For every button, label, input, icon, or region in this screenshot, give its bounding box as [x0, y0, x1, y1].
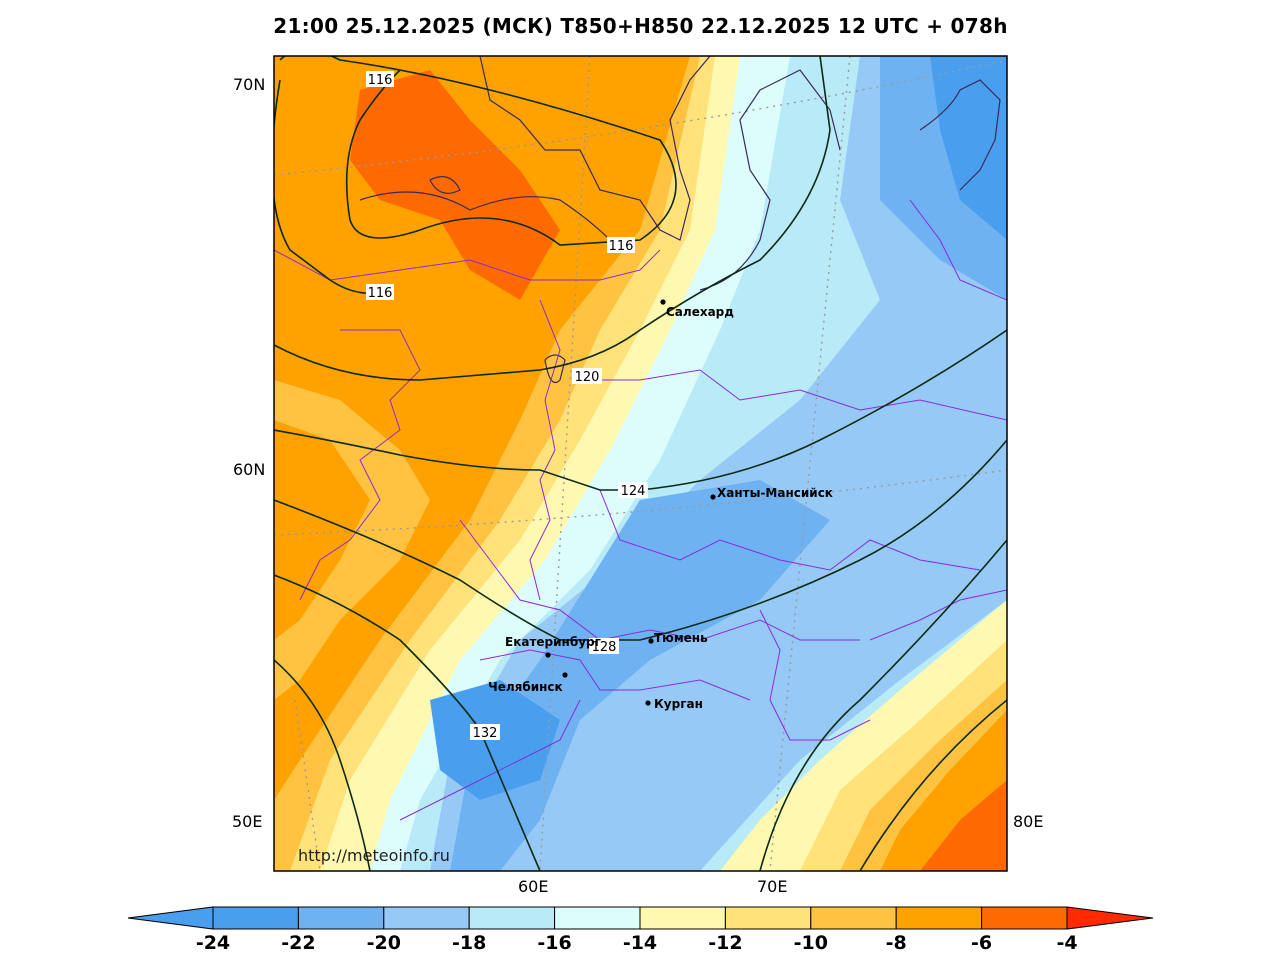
contour-label: 116 — [368, 73, 393, 88]
city-markers: Салехард Ханты-Мансийск Екатеринбург Тюм… — [488, 299, 833, 711]
colorbar-segment — [810, 906, 897, 930]
city-label: Екатеринбург — [505, 635, 601, 649]
colorbar: -24 -22 -20 -18 -16 -14 -12 -10 -8 -6 -4 — [127, 906, 1154, 954]
contour-label: 116 — [609, 239, 634, 254]
map-frame — [273, 55, 1008, 872]
lon-label-60e: 60E — [518, 877, 548, 896]
city-label: Тюмень — [654, 631, 708, 645]
colorbar-tick-label: -22 — [281, 932, 315, 954]
colorbar-tick-label: -6 — [971, 932, 992, 954]
colorbar-tick-label: -16 — [537, 932, 571, 954]
colorbar-low-arrow — [127, 906, 214, 930]
contour-label: 116 — [368, 286, 393, 301]
city-label: Челябинск — [488, 680, 563, 694]
lat-label-70n: 70N — [233, 75, 265, 94]
colorbar-tick-label: -20 — [367, 932, 401, 954]
colorbar-segment — [895, 906, 983, 930]
city-dot — [562, 672, 568, 678]
city-label: Салехард — [666, 305, 734, 319]
city-dot — [648, 638, 654, 644]
city-dot — [710, 494, 716, 500]
lat-label-60n: 60N — [233, 460, 265, 479]
city-label: Ханты-Мансийск — [717, 486, 833, 500]
city-label: Курган — [654, 697, 703, 711]
city-dot — [645, 700, 651, 706]
contour-label: 124 — [621, 484, 646, 499]
lon-label-80e: 80E — [1013, 812, 1043, 831]
contour-label: 128 — [592, 640, 617, 655]
colorbar-tick-label: -12 — [708, 932, 742, 954]
colorbar-tick-label: -14 — [623, 932, 657, 954]
axis-labels: 70N 60N 50E 60E 70E 80E — [232, 75, 1043, 896]
colorbar-segment — [981, 906, 1068, 930]
contour-label: 120 — [575, 370, 600, 385]
city-dot — [660, 299, 666, 305]
colorbar-tick-label: -10 — [794, 932, 828, 954]
contour-labels: 116 116 116 120 124 128 132 — [366, 71, 648, 741]
lon-label-50e: 50E — [232, 812, 262, 831]
colorbar-segment — [468, 906, 556, 930]
watermark: http://meteoinfo.ru — [298, 846, 450, 865]
city-dot — [545, 652, 551, 658]
temperature-field — [274, 56, 1007, 871]
colorbar-segment — [383, 906, 470, 930]
lon-label-70e: 70E — [757, 877, 787, 896]
colorbar-segment — [639, 906, 726, 930]
colorbar-tick-label: -8 — [886, 932, 907, 954]
colorbar-tick-label: -18 — [452, 932, 486, 954]
colorbar-high-arrow — [1066, 906, 1154, 930]
colorbar-segment — [554, 906, 641, 930]
colorbar-segment — [297, 906, 385, 930]
colorbar-tick-label: -24 — [196, 932, 230, 954]
contour-label: 132 — [473, 726, 498, 741]
map-title: 21:00 25.12.2025 (МСК) T850+H850 22.12.2… — [273, 14, 1008, 38]
colorbar-tick-label: -4 — [1056, 932, 1077, 954]
colorbar-segment — [212, 906, 299, 930]
colorbar-segment — [724, 906, 812, 930]
